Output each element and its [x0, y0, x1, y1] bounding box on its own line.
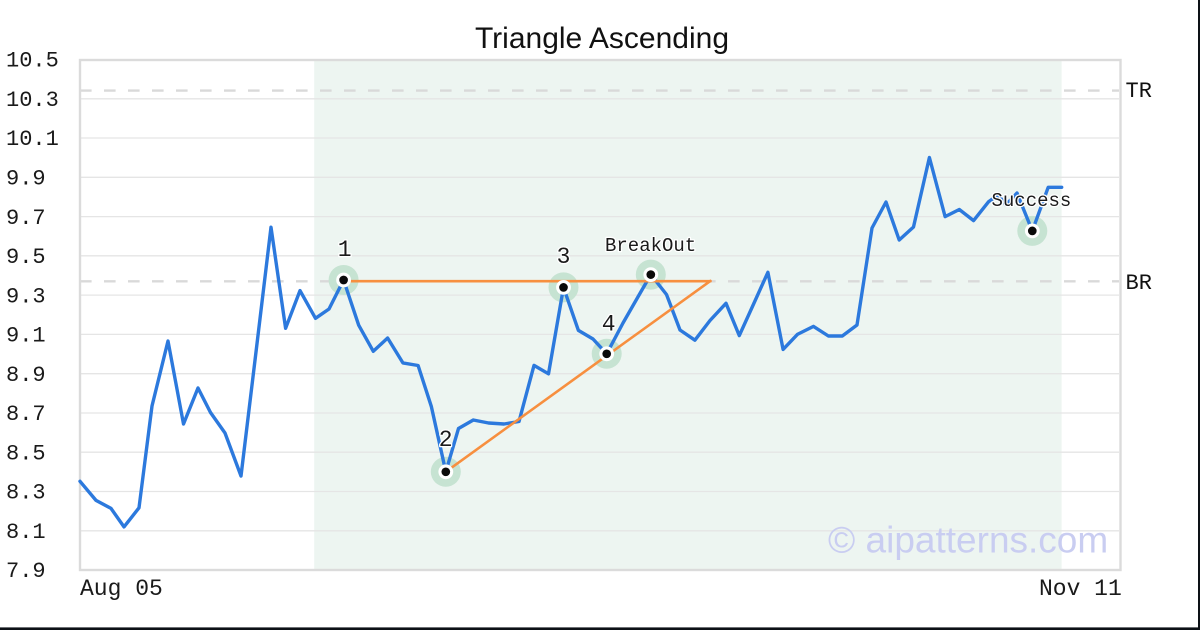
svg-text:8.5: 8.5	[6, 441, 46, 466]
svg-text:10.1: 10.1	[6, 127, 59, 152]
svg-text:8.7: 8.7	[6, 402, 46, 427]
svg-text:© aipatterns.com: © aipatterns.com	[828, 520, 1108, 561]
svg-text:9.5: 9.5	[6, 245, 46, 270]
svg-text:TR: TR	[1126, 79, 1152, 104]
svg-text:9.7: 9.7	[6, 206, 46, 231]
svg-text:8.3: 8.3	[6, 481, 46, 506]
svg-text:2: 2	[439, 427, 453, 453]
svg-text:Nov 11: Nov 11	[1039, 576, 1122, 602]
svg-text:8.9: 8.9	[6, 363, 46, 388]
svg-text:Success: Success	[991, 190, 1071, 212]
svg-text:8.1: 8.1	[6, 520, 46, 545]
svg-text:7.9: 7.9	[6, 559, 46, 584]
svg-text:9.9: 9.9	[6, 167, 46, 192]
svg-text:1: 1	[338, 237, 352, 263]
svg-text:4: 4	[602, 311, 616, 337]
svg-text:10.3: 10.3	[6, 88, 59, 113]
svg-text:3: 3	[557, 244, 571, 270]
svg-text:BR: BR	[1126, 271, 1152, 296]
svg-text:Aug 05: Aug 05	[80, 576, 163, 602]
svg-text:10.5: 10.5	[6, 49, 59, 74]
svg-text:9.3: 9.3	[6, 284, 46, 309]
svg-text:9.1: 9.1	[6, 324, 46, 349]
svg-text:BreakOut: BreakOut	[605, 235, 696, 257]
svg-text:Triangle Ascending: Triangle Ascending	[475, 22, 729, 55]
